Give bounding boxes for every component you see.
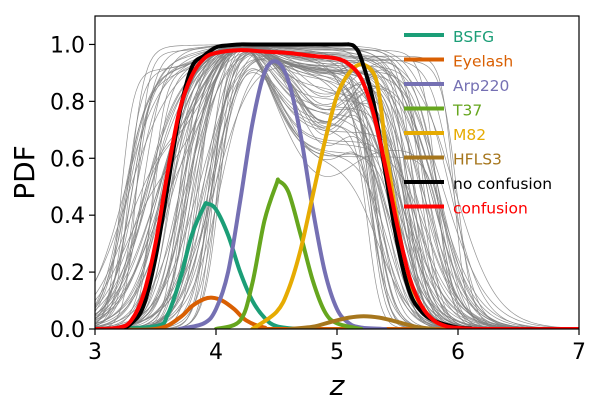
legend-label: HFLS3 — [453, 151, 502, 169]
x-axis-label: z — [329, 369, 346, 402]
legend-label: T37 — [452, 102, 482, 120]
series-line-bsfg — [95, 201, 339, 329]
legend: BSFG Eyelash Arp220 T37 M82 HFLS3 no confusion… — [404, 28, 552, 218]
background-curve — [95, 46, 579, 329]
x-tick-label: 5 — [330, 340, 344, 365]
background-curve — [95, 45, 579, 329]
background-curve — [95, 46, 579, 329]
background-curve — [95, 57, 579, 329]
legend-label: Eyelash — [453, 53, 513, 71]
legend-label: no confusion — [453, 175, 552, 193]
background-curve — [95, 44, 579, 329]
background-curve — [95, 51, 579, 329]
y-tick-label: 0.0 — [50, 318, 85, 343]
series-line-confusion — [95, 48, 579, 329]
x-tick-label: 7 — [572, 340, 586, 365]
y-axis-label: PDF — [8, 145, 41, 200]
background-curve — [95, 47, 579, 329]
x-tick-label: 3 — [88, 340, 102, 365]
background-curve — [95, 44, 579, 329]
legend-label: confusion — [453, 200, 528, 218]
background-curve — [95, 48, 579, 329]
y-tick-label: 0.8 — [50, 90, 85, 115]
y-tick-label: 1.0 — [50, 33, 85, 58]
background-curve — [95, 50, 579, 329]
background-curve — [95, 44, 579, 329]
background-curve — [95, 44, 579, 329]
series-lines — [95, 42, 579, 329]
series-line-hfls3 — [286, 314, 436, 329]
x-tick-label: 4 — [209, 340, 223, 365]
legend-label: BSFG — [453, 28, 494, 46]
legend-label: M82 — [453, 126, 486, 144]
x-tick-label: 6 — [451, 340, 465, 365]
y-tick-label: 0.4 — [50, 204, 85, 229]
y-tick-label: 0.2 — [50, 261, 85, 286]
series-line-t37 — [214, 177, 364, 329]
y-tick-label: 0.6 — [50, 147, 85, 172]
axes: 3 4 5 6 7 0.0 0.2 0.4 0.6 0.8 1.0 — [50, 15, 586, 365]
background-curve — [95, 48, 579, 329]
legend-label: Arp220 — [453, 77, 509, 95]
